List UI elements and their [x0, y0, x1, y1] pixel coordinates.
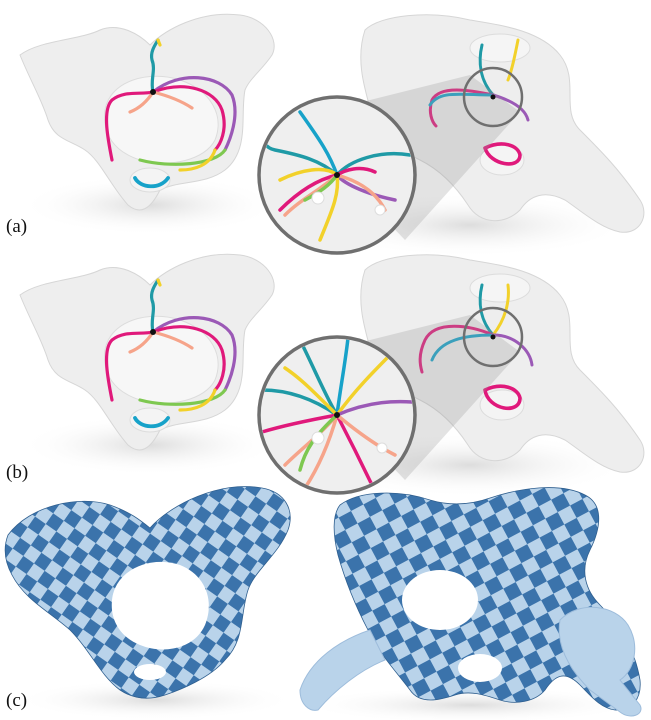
- source-point: [490, 334, 496, 340]
- panel-b-curves-converging: [19, 253, 645, 497]
- pelvis-checkerboard-side: [333, 487, 641, 711]
- zoom-lens: [257, 95, 417, 255]
- obturator-foramen: [458, 654, 502, 682]
- obturator-foramen: [134, 664, 166, 680]
- zoom-source-circle: [462, 306, 524, 368]
- obturator-foramen: [479, 389, 525, 421]
- source-point: [150, 329, 156, 335]
- pelvic-inlet: [402, 570, 478, 630]
- femur-left: [299, 629, 386, 711]
- pelvic-inlet: [104, 315, 219, 404]
- sacrum-top: [469, 273, 531, 303]
- zoom-lens: [257, 335, 417, 495]
- femur-right: [558, 606, 642, 717]
- pelvis-shadow: [300, 687, 640, 720]
- geodesic-curves: [104, 38, 237, 189]
- panel-c-checkerboard: [4, 486, 642, 720]
- panel-label-c: (c): [6, 690, 28, 711]
- source-point: [490, 94, 496, 100]
- panel-label-b: (b): [6, 462, 29, 483]
- panel-label-a: (a): [6, 216, 28, 237]
- panel-a-curves-scattered: [19, 13, 645, 257]
- pelvic-inlet: [104, 75, 219, 164]
- pelvic-inlet: [111, 561, 209, 650]
- source-point: [150, 89, 156, 95]
- geodesic-curves: [428, 38, 530, 166]
- zoom-source-circle: [462, 66, 524, 128]
- pelvis-shadow: [15, 680, 295, 720]
